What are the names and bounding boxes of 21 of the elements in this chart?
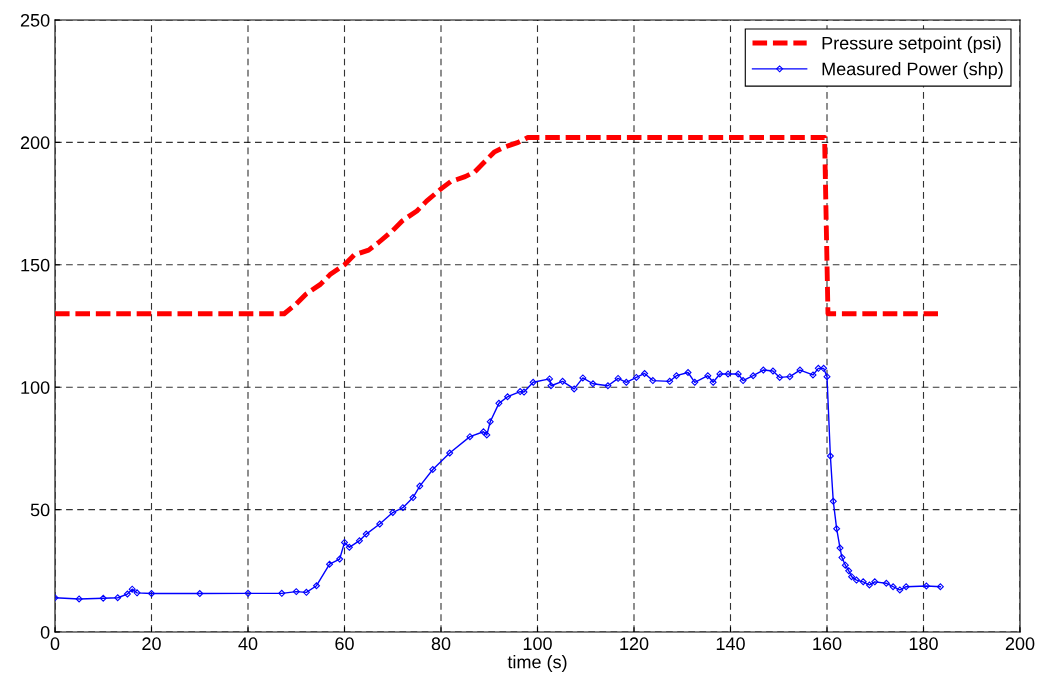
y-tick-label: 200: [20, 136, 50, 150]
x-tick-label: 40: [238, 637, 258, 651]
legend-label: Pressure setpoint (psi): [822, 36, 1001, 54]
y-tick-label: 0: [40, 625, 50, 639]
x-tick-label: 80: [431, 637, 451, 651]
x-tick-label: 100: [523, 637, 552, 651]
x-tick-label: 60: [335, 637, 354, 651]
x-tick-label: 200: [1005, 637, 1035, 651]
y-tick-label: 150: [21, 258, 50, 272]
x-tick-label: 0: [50, 637, 60, 651]
x-tick-label: 20: [142, 637, 161, 651]
x-tick-label: 180: [909, 637, 938, 651]
y-tick-label: 100: [21, 381, 50, 394]
x-tick-label: 160: [813, 637, 842, 651]
x-tick-label: 140: [716, 637, 745, 651]
x-tick-label: 120: [620, 637, 649, 651]
x-axis-title: time (s): [507, 655, 567, 672]
line-series: [55, 135, 941, 317]
y-tick-label: 250: [20, 13, 50, 27]
legend-label: Measured Power (shp): [822, 62, 1003, 79]
y-tick-label: 50: [30, 503, 50, 517]
